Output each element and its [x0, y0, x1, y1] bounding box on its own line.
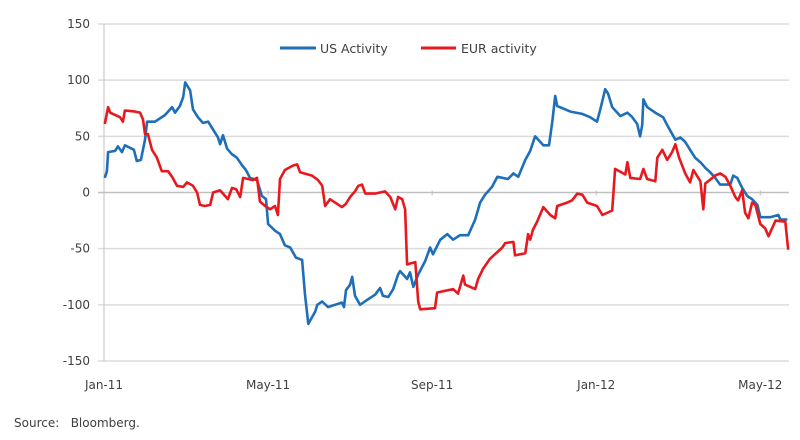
- x-tick-label: Jan-12: [576, 378, 615, 392]
- x-tick-label: Sep-11: [411, 378, 453, 392]
- x-axis-ticks: Jan-11 May-11 Sep-11 Jan-12 May-12: [84, 190, 782, 392]
- series-line-eur-activity: [103, 105, 790, 311]
- x-tick-label: Jan-11: [84, 378, 123, 392]
- y-tick-label: 50: [75, 129, 90, 143]
- gridlines: [98, 23, 789, 362]
- x-tick-label: May-11: [246, 378, 290, 392]
- source-note: Source: Bloomberg.: [14, 416, 140, 430]
- y-tick-label: -150: [63, 354, 90, 368]
- x-tick-label: May-12: [738, 378, 782, 392]
- series-line-us-activity: [103, 81, 788, 326]
- y-tick-label: -100: [63, 298, 90, 312]
- y-tick-label: 150: [67, 17, 90, 31]
- y-tick-label: 100: [67, 73, 90, 87]
- legend-label-eur: EUR activity: [461, 41, 537, 56]
- legend: US Activity EUR activity: [280, 41, 537, 56]
- series-lines: [103, 81, 790, 326]
- y-tick-label: -50: [70, 242, 90, 256]
- legend-label-us: US Activity: [320, 41, 388, 56]
- y-tick-label: 0: [82, 186, 90, 200]
- y-axis-ticks: 150 100 50 0 -50 -100 -150: [63, 17, 90, 368]
